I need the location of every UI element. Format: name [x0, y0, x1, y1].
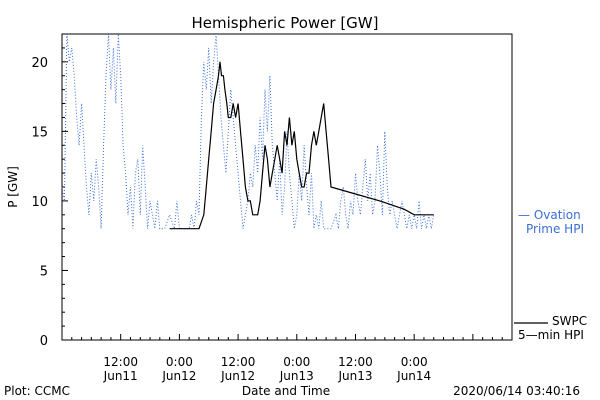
y-tick-label: 15 — [31, 125, 48, 140]
footer-timestamp: 2020/06/14 03:40:16 — [453, 384, 580, 398]
x-tick-label-date: Jun13 — [279, 369, 314, 383]
x-tick-label-time: 0:00 — [401, 355, 428, 369]
x-tick-label-time: 12:00 — [221, 355, 256, 369]
x-tick-label-time: 0:00 — [166, 355, 193, 369]
ovation-prime-series-line — [61, 33, 435, 230]
legend: — Ovation Prime HPI SWPC 5—min HPI — [514, 208, 587, 342]
legend-swpc-line2: 5—min HPI — [518, 328, 584, 342]
chart-title: Hemispheric Power [GW] — [192, 14, 379, 32]
x-tick-label-date: Jun14 — [396, 369, 431, 383]
legend-swpc-line1: SWPC — [552, 314, 587, 328]
plot-frame — [61, 33, 513, 341]
y-tick-label: 20 — [31, 56, 48, 71]
y-tick-label: 0 — [40, 334, 48, 349]
x-axis-label: Date and Time — [242, 384, 330, 398]
x-tick-label-date: Jun11 — [103, 369, 138, 383]
legend-ovation-line1: — Ovation — [518, 208, 581, 222]
x-tick-label-time: 12:00 — [103, 355, 138, 369]
x-tick-label-date: Jun13 — [337, 369, 372, 383]
x-ticks: 12:00Jun110:00Jun1212:00Jun120:00Jun1312… — [71, 334, 503, 383]
x-tick-label-time: 0:00 — [283, 355, 310, 369]
y-ticks: 0 5 10 15 20 — [31, 47, 68, 349]
x-tick-label-date: Jun12 — [220, 369, 255, 383]
y-tick-label: 10 — [31, 195, 48, 210]
y-tick-label: 5 — [40, 264, 48, 279]
y-axis-label: P [GW] — [6, 166, 20, 208]
x-tick-label-time: 12:00 — [338, 355, 373, 369]
legend-ovation-line2: Prime HPI — [526, 222, 584, 236]
footer-plot-credit: Plot: CCMC — [4, 384, 70, 398]
swpc-hpi-series-line — [169, 61, 434, 230]
x-tick-label-date: Jun12 — [161, 369, 196, 383]
